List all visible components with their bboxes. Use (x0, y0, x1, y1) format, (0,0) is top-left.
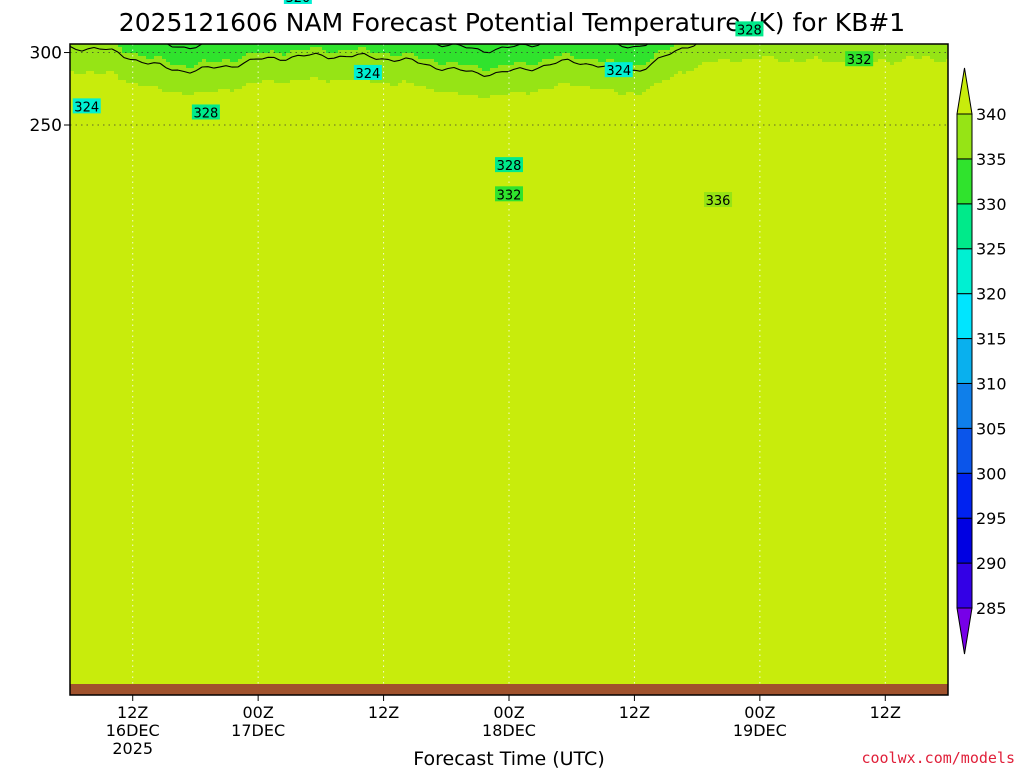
colorbar-segment (957, 294, 972, 339)
credit: coolwx.com/models (861, 749, 1015, 767)
colorbar-segment (957, 518, 972, 563)
x-tick-label: 12Z (619, 703, 650, 722)
contour-label: 324 (355, 67, 380, 82)
colorbar-segment (957, 428, 972, 473)
colorbar-label: 300 (976, 464, 1007, 483)
colorbar-label: 310 (976, 374, 1007, 393)
x-tick-label: 00Z (493, 703, 524, 722)
contour-label: 336 (706, 194, 731, 209)
x-axis-title: Forecast Time (UTC) (413, 748, 604, 768)
colorbar-label: 320 (976, 285, 1007, 304)
x-tick-label: 18DEC (482, 721, 536, 740)
colorbar-segment (957, 249, 972, 294)
colorbar-label: 295 (976, 509, 1007, 528)
colorbar: 285 290 295 300 305 310 315 320 325 330 335 340 (957, 68, 1007, 654)
y-tick-label: 300 (30, 44, 62, 64)
contour-label: 328 (193, 106, 218, 121)
contour-label: 324 (74, 100, 99, 115)
colorbar-upper-triangle (957, 68, 972, 114)
colorbar-segment (957, 473, 972, 518)
x-tick-label: 2025 (112, 739, 153, 758)
colorbar-label: 285 (976, 599, 1007, 618)
contour-label: 328 (497, 159, 522, 174)
x-tick-label: 00Z (744, 703, 775, 722)
x-tick-label: 17DEC (231, 721, 285, 740)
colorbar-label: 340 (976, 105, 1007, 124)
colorbar-segment (957, 159, 972, 204)
x-tick-label: 12Z (117, 703, 148, 722)
colorbar-segment (957, 383, 972, 428)
x-tick-label: 19DEC (733, 721, 787, 740)
temperature-fill (70, 44, 951, 687)
x-tick-label: 12Z (368, 703, 399, 722)
colorbar-segment (957, 114, 972, 159)
contour-label: 332 (497, 188, 522, 203)
x-tick-label: 16DEC (106, 721, 160, 740)
chart-title: 2025121606 NAM Forecast Potential Temper… (119, 8, 905, 37)
colorbar-label: 305 (976, 419, 1007, 438)
ground (70, 684, 948, 695)
contour-label: 328 (737, 23, 762, 38)
y-axis: 2503003504004505005506006507007508008509… (19, 0, 70, 136)
x-tick-label: 00Z (242, 703, 273, 722)
contour-label: 332 (847, 53, 872, 68)
colorbar-label: 315 (976, 330, 1007, 349)
colorbar-label: 330 (976, 195, 1007, 214)
colorbar-segment (957, 563, 972, 608)
colorbar-segment (957, 339, 972, 384)
x-tick-label: 12Z (870, 703, 901, 722)
y-tick-label: 350 (30, 0, 62, 2)
y-tick-label: 250 (30, 116, 62, 136)
colorbar-label: 335 (976, 150, 1007, 169)
contour-label: 324 (606, 64, 631, 79)
colorbar-segment (957, 204, 972, 249)
colorbar-label: 290 (976, 554, 1007, 573)
colorbar-label: 325 (976, 240, 1007, 259)
colorbar-lower-triangle (957, 608, 972, 654)
contour-label: 320 (285, 0, 310, 6)
